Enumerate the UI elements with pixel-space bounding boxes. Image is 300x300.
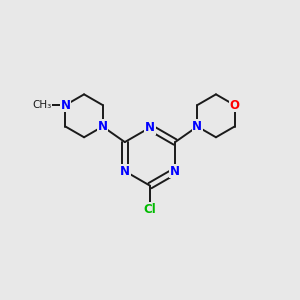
Text: N: N <box>98 120 108 133</box>
Text: N: N <box>61 99 70 112</box>
Text: N: N <box>170 165 180 178</box>
Text: O: O <box>230 99 239 112</box>
Text: −: − <box>34 100 44 110</box>
Text: CH₃: CH₃ <box>32 100 51 110</box>
Text: Cl: Cl <box>144 203 156 216</box>
Text: N: N <box>192 120 203 133</box>
Text: N: N <box>120 165 130 178</box>
Text: N: N <box>145 121 155 134</box>
